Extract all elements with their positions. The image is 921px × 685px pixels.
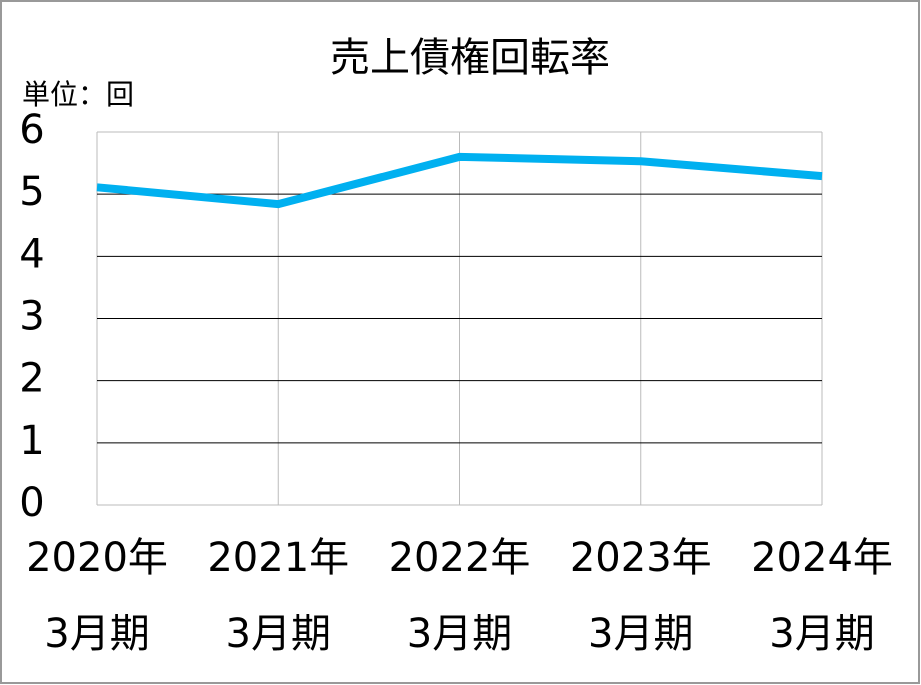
x-tick-label: 2024年 <box>751 535 893 581</box>
chart-title: 売上債権回転率 <box>330 35 610 81</box>
y-tick-label: 4 <box>19 231 44 277</box>
x-tick-label: 3月期 <box>226 611 331 657</box>
x-tick-label: 3月期 <box>769 611 874 657</box>
y-tick-label: 2 <box>19 356 44 402</box>
x-tick-label: 3月期 <box>44 611 149 657</box>
x-tick-label: 3月期 <box>407 611 512 657</box>
y-tick-label: 3 <box>19 294 44 340</box>
y-tick-label: 5 <box>19 169 44 215</box>
y-tick-label: 0 <box>19 480 44 526</box>
x-tick-label: 3月期 <box>588 611 693 657</box>
x-tick-label: 2020年 <box>26 535 168 581</box>
line-series <box>96 152 823 209</box>
unit-label: 単位：回 <box>22 78 134 111</box>
x-tick-label: 2023年 <box>570 535 712 581</box>
x-tick-label: 2021年 <box>207 535 349 581</box>
y-tick-label: 6 <box>19 107 44 153</box>
x-tick-label: 2022年 <box>389 535 531 581</box>
y-tick-label: 1 <box>19 418 44 464</box>
